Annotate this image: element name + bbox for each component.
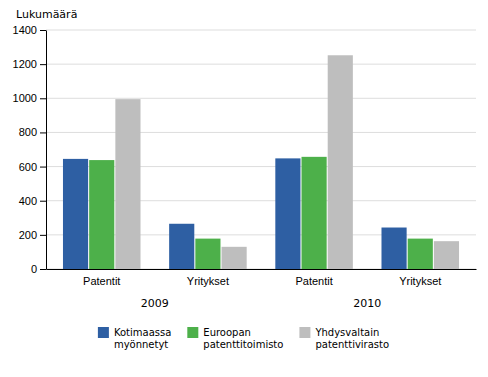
y-tick-label: 1200	[13, 58, 37, 70]
annotation: 2009	[141, 297, 169, 310]
bar	[302, 157, 327, 269]
legend-item: Kotimaassamyönnetyt	[98, 327, 171, 350]
bar-series	[89, 157, 433, 269]
y-axis: 0 200 400 600 800 1000 1200 1400	[13, 24, 47, 275]
bar	[434, 241, 459, 269]
x-tick-label: Yritykset	[187, 275, 229, 287]
y-tick-mark	[40, 167, 46, 168]
y-tick-mark	[40, 30, 46, 31]
grid-line	[46, 98, 476, 99]
legend-label: Yhdysvaltainpatenttivirasto	[314, 327, 389, 350]
x-tick: Yritykset	[399, 275, 441, 287]
bar	[381, 228, 406, 269]
legend-label-line: patenttitoimisto	[203, 339, 283, 350]
y-tick-mark	[40, 98, 46, 99]
bar	[63, 159, 88, 269]
y-tick-mark	[40, 64, 46, 65]
bar-series	[63, 158, 407, 269]
legend-label: Kotimaassamyönnetyt	[114, 327, 171, 350]
y-tick: 0	[31, 263, 46, 275]
y-tick: 200	[19, 229, 46, 241]
y-tick-label: 1400	[13, 24, 37, 36]
grid-line	[46, 132, 476, 133]
legend-swatch	[98, 327, 109, 338]
bar	[408, 239, 433, 269]
y-tick-label: 600	[19, 161, 37, 173]
legend-swatch	[187, 327, 198, 338]
grid	[46, 30, 476, 269]
y-label: Lukumäärä	[16, 8, 77, 21]
legend-item: Euroopanpatenttitoimisto	[187, 327, 283, 350]
y-tick-mark	[40, 132, 46, 133]
x-tick-label: Patentit	[295, 275, 332, 287]
y-tick: 1400	[13, 24, 46, 36]
y-tick-label: 800	[19, 126, 37, 138]
y-tick: 800	[19, 126, 46, 138]
x-axis: Patentit Yritykset Patentit Yritykset	[47, 270, 477, 287]
bar	[89, 160, 114, 269]
y-tick-label: 400	[19, 195, 37, 207]
y-tick: 1200	[13, 58, 46, 70]
y-tick-label: 1000	[13, 92, 37, 104]
y-tick-label: 0	[31, 263, 37, 275]
legend-item: Yhdysvaltainpatenttivirasto	[299, 327, 389, 350]
y-tick: 600	[19, 161, 46, 173]
legend-swatch	[299, 327, 310, 338]
legend-label-line: myönnetyt	[114, 339, 168, 350]
annotation: 2010	[353, 297, 381, 310]
legend-label: Euroopanpatenttitoimisto	[203, 327, 283, 350]
y-axis-line	[46, 31, 47, 270]
y-tick-label: 200	[19, 229, 37, 241]
bar-series	[115, 55, 459, 269]
bar	[275, 158, 300, 269]
y-tick: 1000	[13, 92, 46, 104]
y-tick-mark	[40, 201, 46, 202]
bars	[63, 55, 459, 269]
bar	[195, 239, 220, 269]
grid-line	[46, 30, 476, 31]
x-tick-label: Yritykset	[399, 275, 441, 287]
chart: 0 200 400 600 800 1000 1200 1400 Patentit Yrityks…	[0, 0, 488, 377]
plot: 0 200 400 600 800 1000 1200 1400 Patentit Yrityks…	[13, 24, 477, 310]
grid-line	[46, 64, 476, 65]
legend-label-line: Euroopan	[203, 327, 251, 338]
bar	[169, 224, 194, 269]
legend-label-line: patenttivirasto	[315, 339, 389, 350]
y-tick-mark	[40, 235, 46, 236]
x-tick: Patentit	[83, 275, 120, 287]
x-axis-line	[47, 269, 477, 270]
legend-label-line: Kotimaassa	[114, 327, 171, 338]
x-tick: Patentit	[295, 275, 332, 287]
legend: Kotimaassamyönnetyt Euroopanpatenttitoimi…	[98, 327, 389, 350]
x-tick: Yritykset	[187, 275, 229, 287]
y-tick: 400	[19, 195, 46, 207]
bar	[328, 55, 353, 269]
x-tick-label: Patentit	[83, 275, 120, 287]
legend-label-line: Yhdysvaltain	[314, 327, 379, 338]
bar	[222, 247, 247, 269]
bar	[115, 99, 140, 269]
y-tick-mark	[40, 269, 46, 270]
